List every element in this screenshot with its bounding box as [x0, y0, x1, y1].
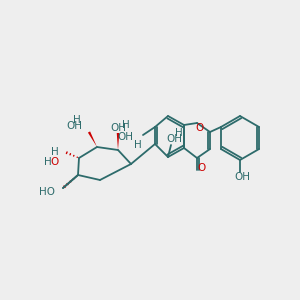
Text: OH: OH: [117, 132, 133, 142]
Text: OH: OH: [110, 123, 126, 133]
Text: H: H: [122, 120, 130, 130]
Text: H: H: [175, 128, 183, 138]
Text: O: O: [196, 123, 204, 133]
Text: H: H: [44, 157, 52, 167]
Text: OH: OH: [166, 134, 182, 144]
Polygon shape: [117, 133, 119, 150]
Text: HO: HO: [39, 187, 55, 197]
Text: H: H: [134, 140, 142, 150]
Text: H: H: [51, 147, 59, 157]
Text: OH: OH: [66, 121, 82, 131]
Text: O: O: [51, 157, 59, 167]
Text: H: H: [73, 115, 81, 125]
Text: OH: OH: [234, 172, 250, 182]
Polygon shape: [88, 131, 97, 147]
Text: O: O: [198, 163, 206, 173]
